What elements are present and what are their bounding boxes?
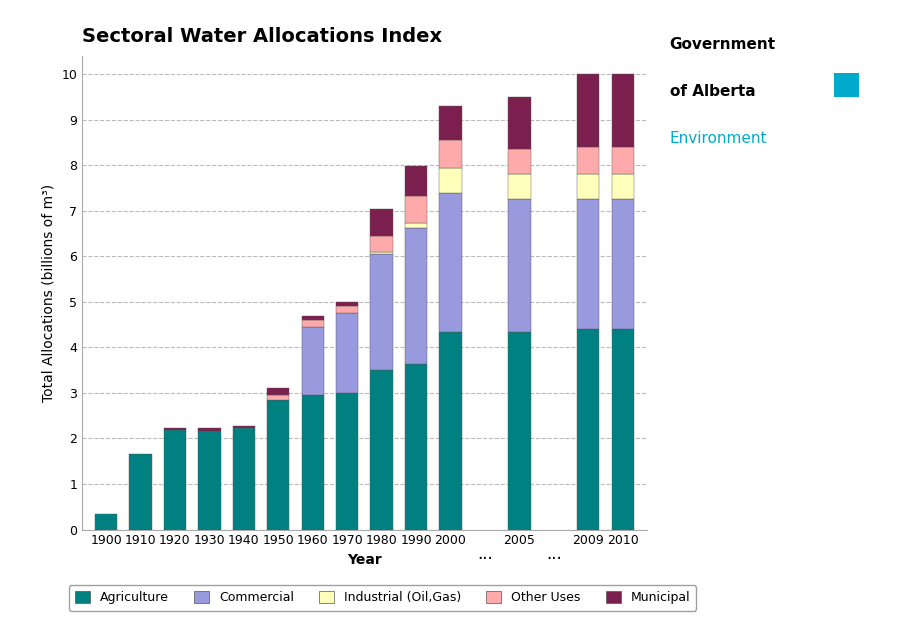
X-axis label: Year: Year [347, 553, 382, 567]
Bar [336, 302, 358, 307]
Bar [302, 316, 324, 320]
Bar [577, 147, 599, 174]
Bar [404, 227, 427, 364]
Bar [439, 106, 462, 140]
Legend: Agriculture, Commercial, Industrial (Oil,Gas), Other Uses, Municipal: Agriculture, Commercial, Industrial (Oil… [69, 585, 696, 611]
Bar [611, 74, 634, 147]
Bar [439, 331, 462, 530]
Bar [611, 199, 634, 329]
Bar [611, 147, 634, 174]
Bar [371, 254, 393, 370]
Bar [508, 174, 530, 199]
Bar [232, 426, 255, 429]
Bar [302, 395, 324, 530]
Bar [371, 252, 393, 254]
Bar [508, 97, 530, 150]
Bar [577, 74, 599, 147]
Text: ...: ... [477, 546, 493, 563]
Bar [302, 320, 324, 327]
Bar [577, 199, 599, 329]
Text: ...: ... [546, 546, 562, 563]
Bar [336, 313, 358, 393]
Text: Sectoral Water Allocations Index: Sectoral Water Allocations Index [82, 27, 442, 46]
Bar [232, 429, 255, 530]
Bar [267, 395, 290, 400]
Bar [439, 140, 462, 168]
Bar [302, 327, 324, 395]
Bar [267, 388, 290, 395]
Bar [371, 209, 393, 236]
Bar [164, 428, 186, 430]
Bar [95, 513, 118, 530]
Bar [508, 331, 530, 530]
Text: Government: Government [670, 37, 775, 52]
Bar [508, 199, 530, 331]
Bar [336, 393, 358, 530]
Bar [164, 430, 186, 530]
Bar [199, 430, 220, 530]
Bar [439, 193, 462, 331]
Bar [404, 364, 427, 530]
Bar [611, 329, 634, 530]
Y-axis label: Total Allocations (billions of m³): Total Allocations (billions of m³) [42, 184, 56, 402]
Text: Environment: Environment [670, 131, 767, 146]
Text: of Alberta: of Alberta [670, 84, 755, 99]
Bar [371, 370, 393, 530]
Bar [611, 174, 634, 199]
Bar [371, 236, 393, 252]
Bar [129, 454, 152, 530]
Bar [577, 174, 599, 199]
Bar [199, 429, 220, 430]
Bar [404, 223, 427, 227]
Bar [267, 400, 290, 530]
Bar [404, 196, 427, 223]
Bar [508, 150, 530, 174]
Bar [439, 168, 462, 193]
Bar [577, 329, 599, 530]
Bar [336, 307, 358, 313]
Bar [404, 166, 427, 196]
